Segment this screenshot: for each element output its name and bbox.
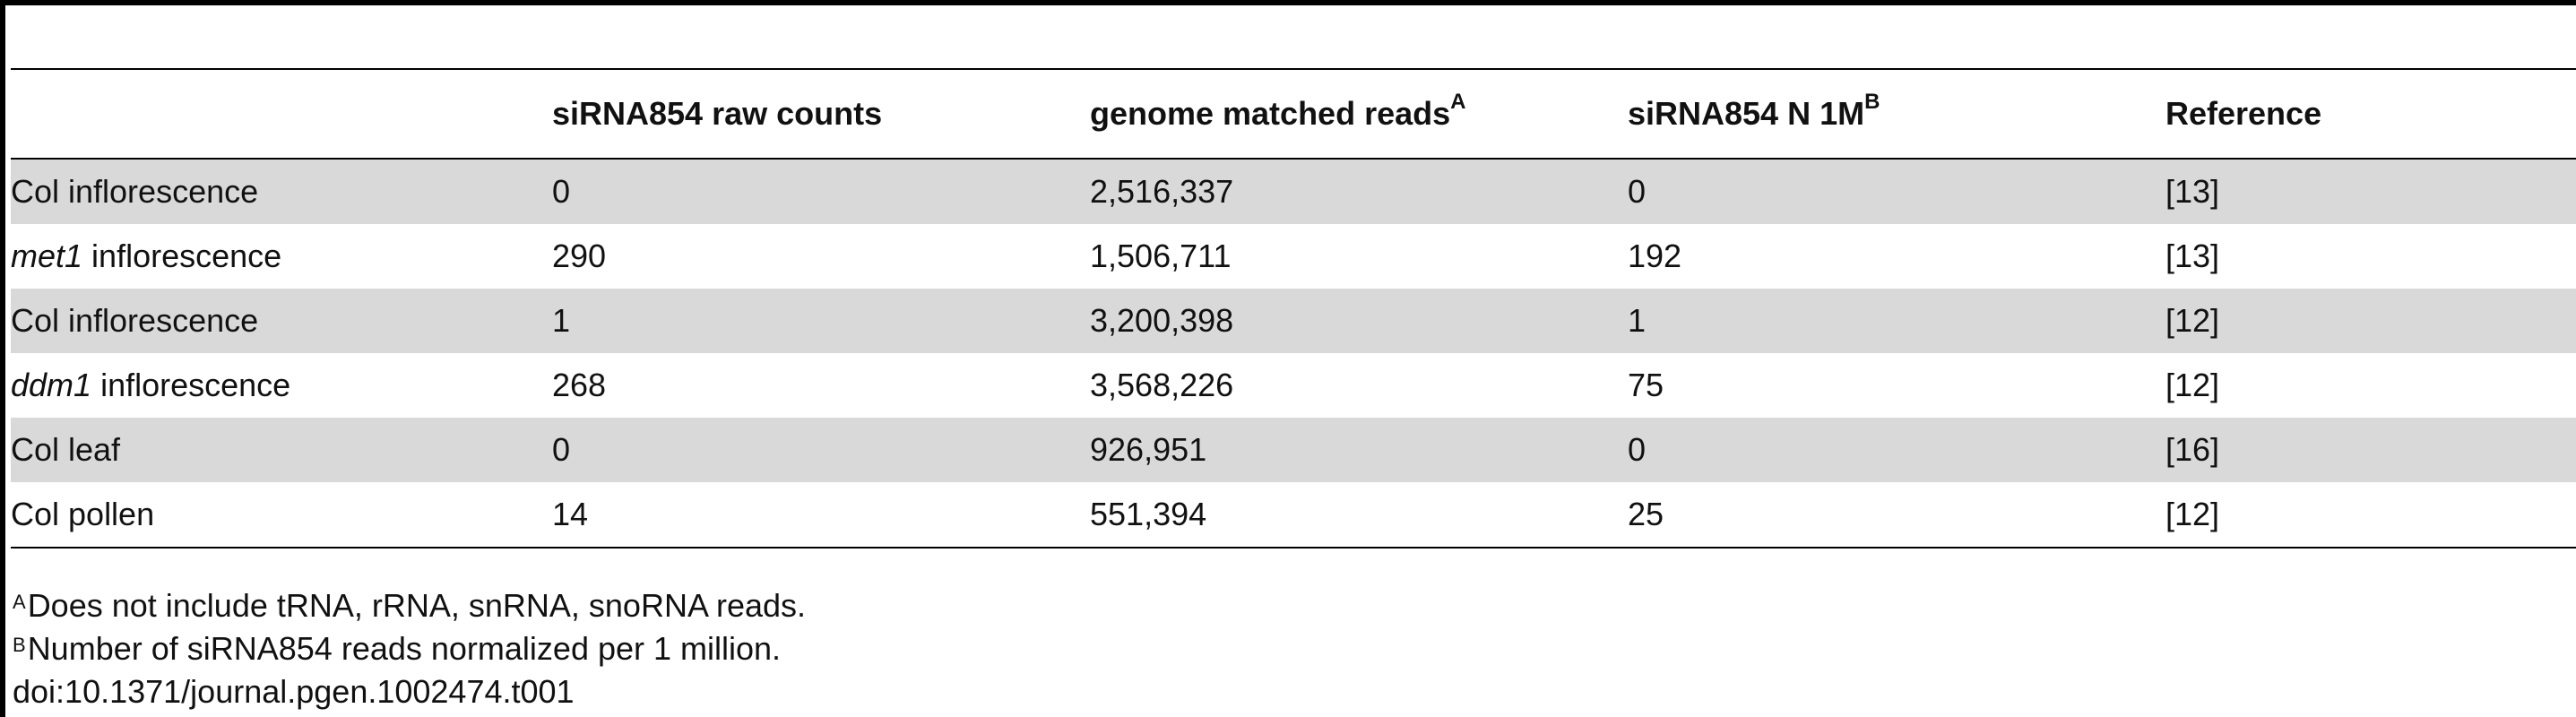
cell-norm: 0 [1628, 160, 2165, 224]
cell-sample: Col inflorescence [11, 160, 552, 224]
footnote-b: BNumber of siRNA854 reads normalized per… [13, 630, 782, 667]
sirna854-table: siRNA854 raw counts genome matched reads… [11, 70, 2576, 547]
header-raw-counts: siRNA854 raw counts [552, 95, 883, 132]
cell-norm: 1 [1628, 289, 2165, 353]
doi-text: doi:10.1371/journal.pgen.1002474.t001 [13, 673, 575, 710]
header-genome-matched: genome matched readsA [1090, 90, 1466, 132]
table-header-row: siRNA854 raw counts genome matched reads… [11, 70, 2576, 158]
left-border-rule [0, 0, 5, 717]
cell-ref: [12] [2165, 367, 2220, 403]
header-rule [11, 158, 2576, 160]
cell-ref: [13] [2165, 238, 2220, 274]
table-bottom-rule [11, 547, 2576, 549]
table-row: ddm1 inflorescence 268 3,568,226 75 [12] [11, 353, 2576, 418]
cell-matched: 3,200,398 [1090, 289, 1628, 353]
cell-ref: [16] [2165, 418, 2576, 482]
cell-matched: 551,394 [1090, 496, 1207, 532]
cell-raw: 0 [552, 160, 1090, 224]
table-top-rule [11, 68, 2576, 70]
cell-raw: 1 [552, 289, 1090, 353]
cell-matched: 1,506,711 [1090, 238, 1232, 274]
footnote-a: ADoes not include tRNA, rRNA, snRNA, sno… [13, 587, 807, 624]
header-normalized: siRNA854 N 1MB [1628, 90, 1880, 132]
cell-matched: 926,951 [1090, 418, 1628, 482]
table-row: Col inflorescence 1 3,200,398 1 [12] [11, 289, 2576, 353]
cell-matched: 2,516,337 [1090, 160, 1628, 224]
cell-raw: 0 [552, 418, 1090, 482]
cell-sample: met1 inflorescence [11, 238, 282, 274]
cell-raw: 268 [552, 367, 607, 403]
cell-raw: 290 [552, 238, 607, 274]
cell-sample: Col leaf [11, 418, 552, 482]
header-sample [11, 70, 552, 158]
cell-matched: 3,568,226 [1090, 367, 1234, 403]
cell-ref: [13] [2165, 160, 2576, 224]
cell-ref: [12] [2165, 496, 2220, 532]
footnote-mark-a: A [1450, 90, 1466, 114]
table-row: Col leaf 0 926,951 0 [16] [11, 418, 2576, 482]
footnote-mark-b: B [1864, 90, 1880, 114]
header-reference: Reference [2165, 95, 2322, 132]
table-row: Col inflorescence 0 2,516,337 0 [13] [11, 160, 2576, 224]
cell-norm: 0 [1628, 418, 2165, 482]
table-footnotes: ADoes not include tRNA, rRNA, snRNA, sno… [13, 584, 806, 713]
data-table-container: siRNA854 raw counts genome matched reads… [11, 68, 2576, 549]
table-row: met1 inflorescence 290 1,506,711 192 [13… [11, 224, 2576, 289]
top-border-rule [0, 0, 2576, 5]
cell-sample: ddm1 inflorescence [11, 367, 291, 403]
cell-sample: Col pollen [11, 496, 155, 532]
table-row: Col pollen 14 551,394 25 [12] [11, 482, 2576, 547]
cell-raw: 14 [552, 496, 589, 532]
cell-norm: 75 [1628, 367, 1664, 403]
cell-sample: Col inflorescence [11, 289, 552, 353]
cell-norm: 25 [1628, 496, 1664, 532]
cell-ref: [12] [2165, 289, 2576, 353]
cell-norm: 192 [1628, 238, 1682, 274]
